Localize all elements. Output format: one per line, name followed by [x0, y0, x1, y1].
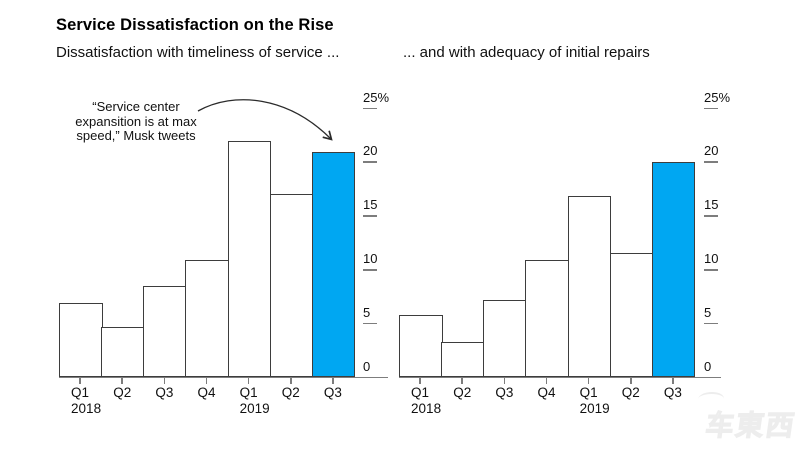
highlighted-bar-q3-2019 — [311, 151, 356, 378]
x-label-quarter: Q2 — [453, 385, 472, 400]
bar-q4 — [185, 260, 230, 378]
x-label-quarter: Q3 — [663, 385, 682, 400]
y-tick-label: 10 — [704, 250, 719, 266]
x-label-year: 2018 — [71, 401, 102, 416]
y-tick-label: 10 — [363, 250, 378, 266]
y-tick-dash — [363, 161, 377, 164]
annotation-line: expansition is at max — [75, 113, 197, 129]
x-label-quarter: Q2 — [113, 385, 132, 400]
subtitle-timeliness: Dissatisfaction with timeliness of servi… — [56, 44, 340, 61]
x-label-year: 2018 — [411, 401, 442, 416]
x-tick — [503, 377, 506, 384]
annotation-line: speed,” Musk tweets — [76, 128, 196, 143]
bar-q2 — [441, 341, 485, 378]
y-tick-dash — [704, 107, 718, 110]
y-tick-dash — [704, 322, 718, 325]
subtitle-repairs: ... and with adequacy of initial repairs — [403, 44, 650, 61]
y-tick-dash — [363, 322, 377, 325]
x-label-quarter: Q1 — [71, 385, 90, 400]
y-tick-label: 5 — [704, 304, 712, 320]
y-tick-dash — [704, 215, 718, 217]
chart-title: Service Dissatisfaction on the Rise — [56, 16, 334, 34]
y-tick-label: 25% — [704, 89, 731, 105]
x-tick — [587, 377, 590, 384]
y-tick-dash — [363, 107, 377, 110]
bar-q4 — [525, 260, 570, 378]
x-tick — [121, 377, 123, 384]
annotation-musk-tweet: “Service center expansition is at max sp… — [60, 99, 212, 144]
y-tick-label: 20 — [704, 143, 719, 159]
bar-q2 — [609, 252, 654, 378]
x-label-quarter: Q3 — [155, 385, 174, 400]
bar-q1-2018 — [59, 303, 103, 378]
y-tick-label: 20 — [363, 143, 378, 159]
x-label-quarter: Q4 — [537, 385, 556, 400]
y-tick-label: 5 — [363, 304, 371, 320]
x-tick — [290, 377, 292, 384]
bar-q1-2018 — [399, 315, 443, 378]
y-tick-label: 15 — [363, 197, 378, 213]
x-label-quarter: Q3 — [323, 385, 342, 400]
x-label-quarter: Q1 — [239, 385, 258, 400]
x-label-year: 2019 — [579, 401, 610, 416]
x-tick — [79, 377, 81, 384]
x-tick — [205, 377, 208, 384]
x-label-quarter: Q2 — [281, 385, 300, 400]
y-tick-label: 0 — [363, 358, 371, 374]
x-tick — [545, 377, 548, 384]
x-label-quarter: Q3 — [495, 385, 514, 400]
y-tick-dash — [704, 161, 718, 164]
x-tick — [247, 377, 250, 384]
x-tick — [672, 377, 674, 384]
highlighted-bar-q3-2019 — [651, 162, 696, 378]
annotation-line: “Service center — [92, 99, 180, 114]
x-tick — [630, 377, 632, 384]
y-tick-label: 25% — [363, 89, 390, 105]
x-tick — [163, 377, 166, 384]
bar-q2 — [269, 193, 314, 378]
y-tick-dash — [363, 215, 377, 217]
bar-q3 — [143, 286, 187, 378]
y-tick-dash — [704, 268, 718, 271]
watermark-chedongxi: 车東西 — [703, 409, 799, 441]
x-axis-line — [399, 376, 721, 379]
bar-q2 — [101, 326, 145, 378]
bar-q3 — [483, 300, 527, 378]
x-tick — [419, 377, 421, 384]
bar-q1-2019 — [227, 140, 272, 378]
x-label-quarter: Q4 — [197, 385, 216, 400]
x-tick — [332, 377, 334, 384]
x-label-quarter: Q1 — [411, 385, 430, 400]
bar-q1-2019 — [567, 195, 612, 378]
x-label-year: 2019 — [239, 401, 270, 416]
x-axis-line — [59, 376, 388, 379]
y-tick-dash — [363, 268, 377, 271]
x-label-quarter: Q2 — [621, 385, 640, 400]
y-tick-label: 15 — [704, 197, 719, 213]
x-label-quarter: Q1 — [579, 385, 598, 400]
y-tick-label: 0 — [704, 358, 712, 374]
x-tick — [461, 377, 463, 384]
